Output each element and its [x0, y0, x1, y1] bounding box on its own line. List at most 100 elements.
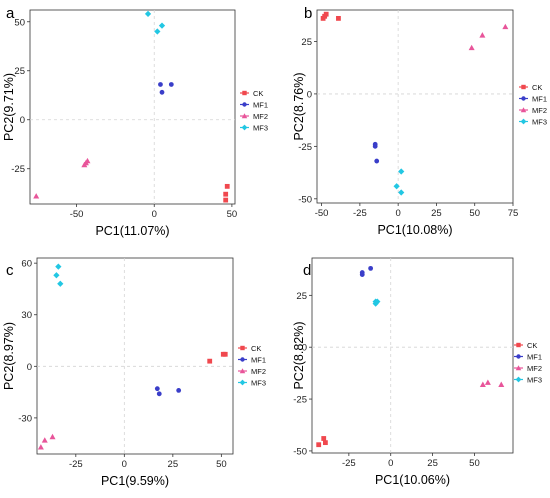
data-point-mf3 — [393, 183, 400, 190]
data-point-ck — [321, 436, 327, 441]
data-point-ck — [223, 197, 229, 203]
y-axis-label: PC2(8.97%) — [2, 322, 16, 390]
x-tick-label: -25 — [353, 208, 367, 219]
plot-frame — [36, 257, 234, 455]
data-point-mf3 — [374, 298, 381, 305]
legend-label: MF2 — [253, 112, 268, 121]
y-tick-label: -25 — [298, 142, 312, 153]
legend-marker-mf2 — [241, 113, 248, 119]
y-tick-label: 25 — [14, 66, 25, 77]
data-point-ck — [322, 13, 328, 19]
data-point-mf1 — [374, 158, 380, 164]
legend: CK MF1 MF2 MF3 — [514, 341, 542, 385]
y-tick-label: -25 — [293, 395, 307, 406]
x-tick-label: 0 — [122, 459, 127, 470]
legend-marker-ck — [242, 90, 247, 96]
data-point-ck — [222, 351, 228, 357]
x-tick-label: 0 — [152, 209, 157, 220]
data-point-mf1 — [368, 265, 374, 271]
data-point-mf2 — [468, 44, 475, 51]
x-tick-label: 50 — [469, 458, 480, 469]
y-tick-label: 60 — [21, 259, 32, 270]
panel-letter: d — [303, 262, 311, 279]
plot-frame — [311, 257, 514, 454]
legend-marker-mf2 — [515, 365, 522, 371]
legend-label: MF3 — [253, 124, 268, 133]
legend-marker-mf3 — [241, 124, 248, 131]
legend-label: MF2 — [532, 106, 547, 115]
legend-marker-ck — [516, 342, 521, 348]
data-point-mf2 — [81, 161, 88, 168]
x-tick-label: 50 — [469, 208, 480, 219]
legend: CK MF1 MF2 MF3 — [238, 344, 266, 388]
legend-marker-mf1 — [242, 102, 247, 107]
x-axis-label: PC1(9.59%) — [101, 474, 169, 488]
x-axis-label: PC1(11.07%) — [95, 224, 169, 238]
x-tick-label: -50 — [70, 209, 84, 220]
y-tick-label: -50 — [293, 446, 307, 457]
y-tick-label: -50 — [298, 194, 312, 205]
data-point-mf2 — [49, 433, 56, 440]
plot-frame — [29, 9, 236, 205]
legend-label: MF1 — [532, 95, 547, 104]
data-point-ck — [323, 440, 328, 446]
panel-c: c -25 0 25 50 -30 0 30 60 PC1(9.59%) PC2(8.97%) CK M… — [2, 257, 266, 488]
data-point-mf2 — [498, 381, 505, 387]
y-tick-label: 30 — [21, 310, 32, 321]
x-tick-label: 0 — [388, 458, 393, 469]
panel-letter: a — [6, 5, 15, 22]
legend-label: CK — [253, 89, 263, 98]
y-tick-label: 0 — [27, 362, 32, 373]
y-tick-label: -30 — [18, 413, 32, 424]
y-tick-label: -25 — [11, 164, 25, 175]
x-tick-label: -25 — [342, 458, 356, 469]
legend-marker-mf1 — [516, 354, 521, 359]
data-point-ck — [223, 191, 229, 197]
data-point-mf2 — [37, 444, 44, 450]
panel-a: a -50 0 50 -25 0 25 50 PC1(11.07%) PC2(9.71%) CK MF… — [2, 5, 268, 238]
data-point-mf3 — [154, 28, 161, 35]
y-tick-label: 50 — [14, 17, 25, 28]
x-tick-label: -25 — [69, 459, 83, 470]
y-axis-label: PC2(8.76%) — [292, 72, 306, 140]
data-point-mf1 — [176, 387, 182, 393]
legend-label: MF3 — [532, 118, 547, 127]
data-point-mf2 — [502, 23, 509, 30]
data-point-ck — [224, 183, 230, 189]
panel-b: b -50 -25 0 25 50 75 -50 -25 0 25 PC1(10.08%) PC2(8.… — [292, 5, 547, 237]
data-point-mf3 — [53, 272, 60, 279]
legend: CK MF1 MF2 MF3 — [519, 83, 547, 127]
legend-marker-mf2 — [520, 107, 527, 113]
panel-letter: b — [304, 5, 312, 22]
data-point-mf1 — [372, 143, 378, 149]
legend-marker-mf3 — [515, 376, 522, 383]
x-tick-label: 0 — [396, 208, 401, 219]
y-tick-label: 0 — [20, 115, 25, 126]
legend: CK MF1 MF2 MF3 — [240, 89, 268, 133]
x-tick-label: 75 — [508, 208, 519, 219]
data-point-mf3 — [144, 10, 152, 18]
x-tick-label: 50 — [216, 459, 227, 470]
legend-label: MF1 — [251, 356, 266, 365]
legend-label: CK — [527, 341, 537, 350]
data-point-mf3 — [398, 189, 405, 196]
legend-marker-ck — [240, 345, 245, 351]
panel-letter: c — [6, 262, 14, 279]
data-point-mf1 — [158, 82, 163, 87]
y-tick-label: 25 — [296, 291, 307, 302]
data-point-ck — [336, 15, 341, 21]
data-point-ck — [207, 358, 213, 364]
legend-marker-mf2 — [239, 368, 246, 374]
x-tick-label: 25 — [431, 208, 442, 219]
legend-label: MF1 — [253, 101, 268, 110]
x-axis-label: PC1(10.06%) — [375, 473, 450, 487]
data-point-mf1 — [159, 89, 165, 95]
legend-label: CK — [532, 83, 542, 92]
data-point-mf1 — [156, 391, 162, 397]
data-point-mf3 — [158, 22, 166, 29]
data-point-ck — [316, 442, 322, 448]
data-point-mf3 — [55, 263, 62, 270]
x-axis-label: PC1(10.08%) — [377, 223, 452, 237]
legend-marker-mf3 — [239, 379, 246, 386]
data-point-mf1 — [359, 272, 365, 277]
